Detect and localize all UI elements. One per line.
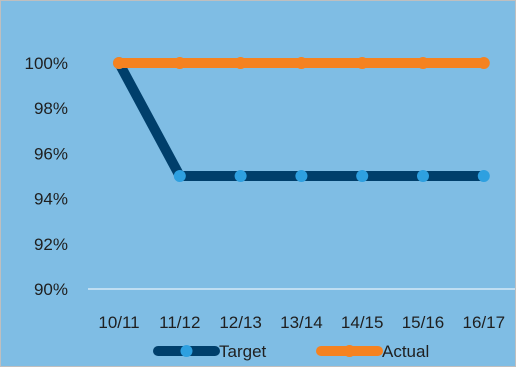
y-axis-ticks: 90% 92% 94% 96% 98% 100% <box>25 54 68 299</box>
target-data-point <box>417 170 429 182</box>
actual-data-point <box>113 57 125 69</box>
target-data-point <box>234 170 247 182</box>
actual-data-point <box>234 57 247 69</box>
x-tick-label: 12/13 <box>219 313 262 332</box>
actual-data-point <box>356 57 369 69</box>
x-tick-label: 16/17 <box>463 313 506 332</box>
x-axis-ticks: 10/11 11/12 12/13 13/14 14/15 15/16 16/17 <box>98 313 505 332</box>
y-tick-label: 100% <box>25 54 68 73</box>
x-tick-label: 10/11 <box>98 313 139 332</box>
x-tick-label: 15/16 <box>402 313 445 332</box>
target-data-point <box>477 170 490 182</box>
x-tick-label: 11/12 <box>159 313 200 332</box>
actual-data-point <box>295 57 308 69</box>
x-tick-label: 14/15 <box>341 313 384 332</box>
legend-actual-label: Actual <box>382 342 429 361</box>
y-tick-label: 90% <box>34 280 68 299</box>
target-data-point <box>356 170 369 182</box>
y-tick-label: 94% <box>34 190 68 209</box>
target-data-point <box>173 170 186 182</box>
x-tick-label: 13/14 <box>280 313 323 332</box>
target-data-point <box>295 170 308 182</box>
actual-data-point <box>417 57 429 69</box>
actual-data-point <box>477 57 490 69</box>
legend-target-marker <box>180 345 193 357</box>
y-tick-label: 92% <box>34 235 68 254</box>
legend-target-label: Target <box>219 342 267 361</box>
legend: Target Actual <box>153 342 429 361</box>
y-tick-label: 98% <box>34 99 68 118</box>
series-layer <box>113 57 490 182</box>
y-tick-label: 96% <box>34 144 68 163</box>
legend-actual-marker <box>343 345 356 357</box>
actual-data-point <box>173 57 186 69</box>
